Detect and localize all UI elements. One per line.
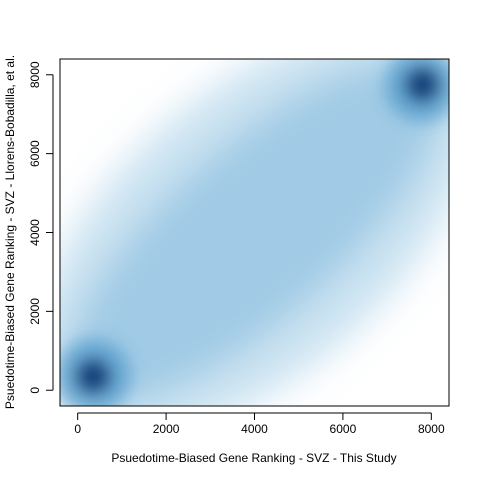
y-tick-label: 0 — [28, 387, 42, 394]
density-inner-band — [68, 62, 441, 403]
x-axis-label: Psuedotime-Biased Gene Ranking - SVZ - T… — [111, 451, 396, 465]
x-axis: 0 2000 4000 6000 8000 — [74, 412, 445, 436]
x-tick-label: 8000 — [418, 422, 445, 436]
y-tick-label: 2000 — [28, 298, 42, 325]
x-tick-label: 4000 — [241, 422, 268, 436]
density-peaks — [60, 59, 449, 406]
y-tick-label: 6000 — [28, 140, 42, 167]
x-tick-label: 2000 — [153, 422, 180, 436]
y-tick-label: 4000 — [28, 219, 42, 246]
y-axis-label: Psuedotime-Biased Gene Ranking - SVZ - L… — [3, 55, 17, 409]
x-tick-label: 6000 — [330, 422, 357, 436]
y-axis: 0 2000 4000 6000 8000 — [28, 61, 54, 394]
y-tick-label: 8000 — [28, 61, 42, 88]
density-peak-core — [75, 358, 112, 395]
plot-frame — [59, 58, 450, 407]
density-peak-core — [404, 66, 441, 103]
x-tick-label: 0 — [74, 422, 81, 436]
